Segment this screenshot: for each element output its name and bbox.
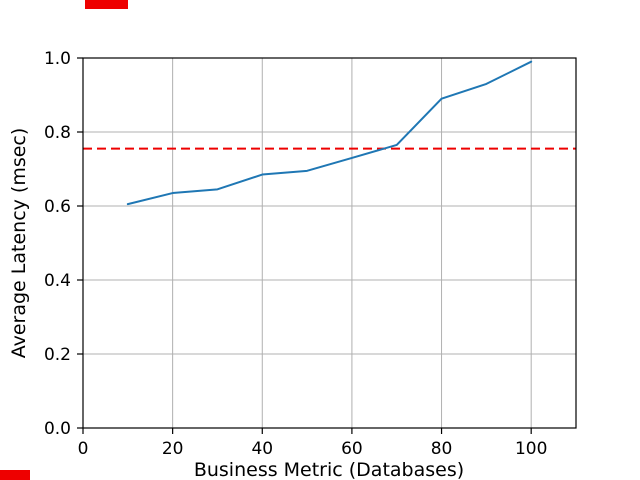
x-tick-label: 20 [162,439,184,459]
y-tick-label: 0.2 [44,345,71,365]
x-tick-label: 80 [431,439,453,459]
y-axis-label: Average Latency (msec) [8,128,30,359]
x-tick-label: 100 [515,439,547,459]
red-artifact-top [85,0,128,9]
y-tick-label: 1.0 [44,49,71,69]
plot-frame [82,57,577,429]
y-tick-label: 0.0 [44,419,71,439]
x-tick-label: 60 [341,439,363,459]
y-tick-label: 0.8 [44,123,71,143]
red-artifact-bottom-left [0,470,30,480]
x-axis-label: Business Metric (Databases) [194,459,464,480]
x-tick-label: 0 [78,439,89,459]
plot-area: 0 20 40 60 80 100 0.0 0.2 0.4 0.6 0.8 1.0 [44,49,577,459]
x-tick-label: 40 [251,439,273,459]
y-tick-label: 0.6 [44,197,71,217]
y-tick-label: 0.4 [44,271,71,291]
average-latency-line [126,60,533,206]
